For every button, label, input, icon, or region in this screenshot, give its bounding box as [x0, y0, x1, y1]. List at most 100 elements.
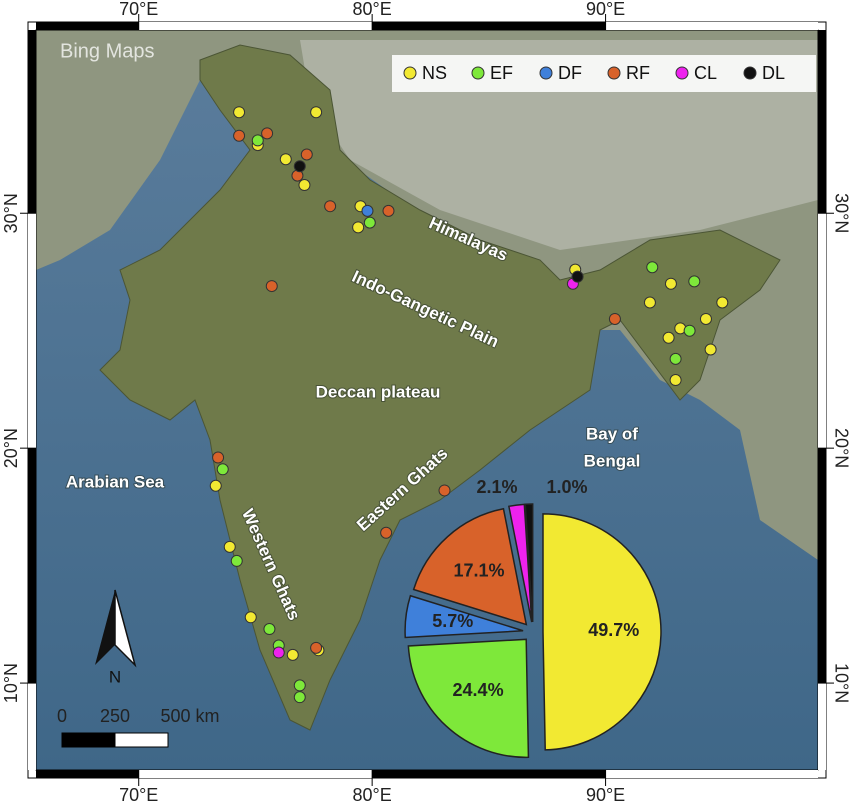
- site-point: [704, 343, 717, 356]
- frame-strip: [605, 770, 818, 778]
- frame-strip: [36, 22, 139, 30]
- frame-strip: [818, 30, 826, 214]
- site-point: [244, 611, 257, 624]
- site-point: [261, 127, 274, 140]
- site-point: [380, 526, 393, 539]
- site-point: [664, 277, 677, 290]
- site-point: [298, 179, 311, 192]
- legend-swatch: [471, 66, 485, 80]
- pie-label: 17.1%: [453, 561, 504, 581]
- site-point: [571, 270, 584, 283]
- site-point: [699, 312, 712, 325]
- x-tick-label: 90°E: [586, 785, 625, 805]
- pie-label: 24.4%: [453, 680, 504, 700]
- frame-strip: [605, 22, 818, 30]
- scale-label: 250: [100, 706, 130, 726]
- pie-label: 2.1%: [476, 477, 517, 497]
- scale-label: 500 km: [160, 706, 219, 726]
- legend-label: CL: [694, 63, 717, 83]
- frame-strip: [28, 683, 36, 770]
- site-point: [310, 106, 323, 119]
- legend-label: NS: [422, 63, 447, 83]
- pie-slice: [507, 503, 533, 623]
- site-point: [662, 331, 675, 344]
- region-label: Deccan plateau: [316, 382, 441, 401]
- frame-strip: [138, 22, 373, 30]
- frame-strip: [138, 770, 373, 778]
- frame-strip: [28, 448, 36, 684]
- site-point: [643, 296, 656, 309]
- scale-segment: [114, 732, 169, 748]
- site-point: [352, 221, 365, 234]
- x-tick-label: 80°E: [353, 0, 392, 19]
- site-point: [324, 200, 337, 213]
- pie-label: 5.7%: [432, 611, 473, 631]
- site-point: [683, 324, 696, 337]
- site-point: [265, 280, 278, 293]
- legend-swatch: [675, 66, 689, 80]
- legend-label: RF: [626, 63, 650, 83]
- x-tick-label: 70°E: [119, 0, 158, 19]
- site-point: [212, 451, 225, 464]
- north-label: N: [109, 667, 121, 686]
- y-tick-label: 20°N: [1, 428, 21, 468]
- x-tick-label: 80°E: [353, 785, 392, 805]
- site-point: [279, 153, 292, 166]
- region-label: Arabian Sea: [66, 472, 165, 491]
- site-point: [293, 691, 306, 704]
- pie-slice: [404, 594, 524, 639]
- y-tick-label: 20°N: [831, 428, 850, 468]
- snow-plateau: [300, 40, 818, 250]
- frame-strip: [36, 770, 139, 778]
- site-point: [382, 204, 395, 217]
- pie-slice: [407, 638, 530, 759]
- frame-strip: [28, 213, 36, 449]
- site-point: [688, 275, 701, 288]
- site-point: [272, 646, 285, 659]
- basemap: [36, 30, 818, 770]
- frame-strip: [818, 683, 826, 770]
- legend-swatch: [743, 66, 757, 80]
- north-arrow: [95, 589, 137, 668]
- site-point: [223, 540, 236, 553]
- y-tick-label: 30°N: [1, 193, 21, 233]
- site-point: [669, 374, 682, 387]
- y-tick-label: 10°N: [831, 663, 850, 703]
- frame-strip: [818, 213, 826, 449]
- pie-slice: [524, 503, 534, 623]
- region-label: Bengal: [584, 451, 641, 470]
- site-point: [300, 148, 313, 161]
- site-point: [286, 648, 299, 661]
- legend-swatch: [607, 66, 621, 80]
- site-point: [669, 352, 682, 365]
- frame-strip: [818, 448, 826, 684]
- region-label: Bay of: [586, 424, 638, 443]
- pie-slice: [542, 513, 662, 751]
- site-point: [438, 484, 451, 497]
- scale-label: 0: [57, 706, 67, 726]
- frame-strip: [372, 22, 606, 30]
- y-tick-label: 30°N: [831, 193, 850, 233]
- pie-label: 49.7%: [588, 620, 639, 640]
- site-point: [310, 641, 323, 654]
- site-point: [230, 554, 243, 567]
- scale-segment: [61, 732, 116, 748]
- frame-strip: [28, 30, 36, 214]
- legend-label: DL: [762, 63, 785, 83]
- site-point: [646, 261, 659, 274]
- site-point: [608, 312, 621, 325]
- site-point: [716, 296, 729, 309]
- site-point: [216, 463, 229, 476]
- site-point: [363, 216, 376, 229]
- site-point: [263, 623, 276, 636]
- site-point: [233, 106, 246, 119]
- y-tick-label: 10°N: [1, 663, 21, 703]
- site-point: [293, 679, 306, 692]
- site-point: [209, 479, 222, 492]
- attribution: Bing Maps: [60, 40, 155, 62]
- site-point: [361, 204, 374, 217]
- legend-swatch: [539, 66, 553, 80]
- legend-label: DF: [558, 63, 582, 83]
- legend-label: EF: [490, 63, 513, 83]
